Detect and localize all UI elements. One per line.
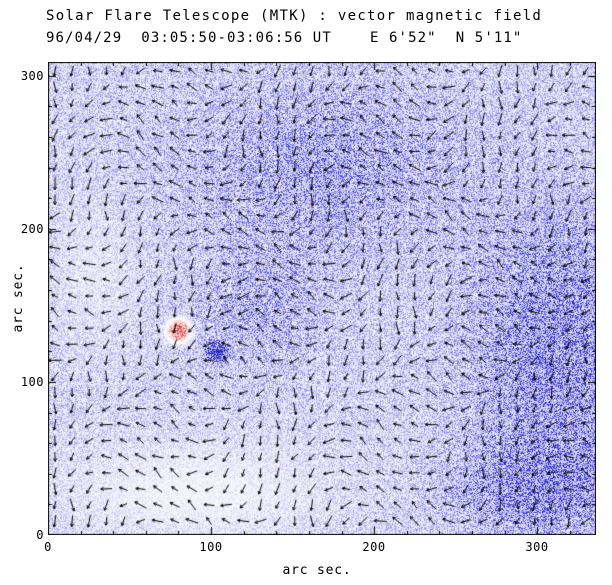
y-tick-100: 100 <box>20 375 44 389</box>
plot-title: Solar Flare Telescope (MTK) : vector mag… <box>46 8 543 24</box>
y-axis-label: arc sec. <box>11 263 26 333</box>
x-tick-300: 300 <box>525 540 549 554</box>
y-tick-200: 200 <box>20 222 44 236</box>
x-tick-200: 200 <box>362 540 386 554</box>
y-tick-300: 300 <box>20 69 44 83</box>
magnetogram-vector-field-canvas <box>48 62 596 535</box>
x-axis-label: arc sec. <box>282 563 352 578</box>
plot-subtitle: 96/04/29 03:05:50-03:06:56 UT E 6'52" N … <box>46 30 523 46</box>
y-tick-0: 0 <box>36 528 44 542</box>
x-tick-0: 0 <box>44 540 52 554</box>
x-tick-100: 100 <box>199 540 223 554</box>
